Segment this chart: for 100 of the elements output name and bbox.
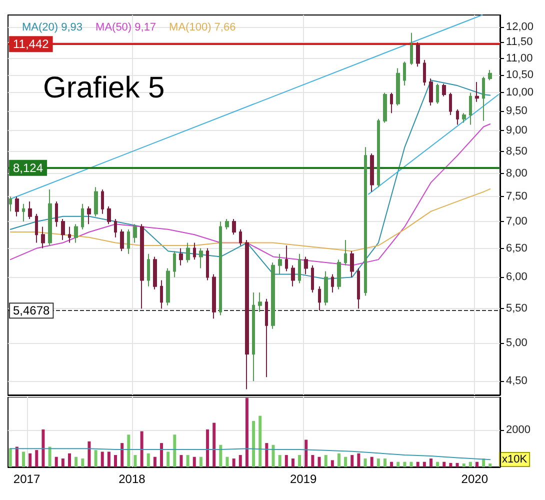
candlestick (41, 226, 45, 249)
bar (199, 456, 202, 467)
candlestick (147, 253, 150, 287)
candlestick (206, 248, 209, 281)
bar (278, 455, 282, 467)
candlestick (410, 32, 413, 66)
bar (403, 462, 406, 467)
y-tick-label: 9,00 (506, 124, 528, 137)
bar (422, 462, 426, 467)
candlestick (160, 280, 163, 310)
bar (81, 458, 84, 467)
candlestick (15, 196, 19, 217)
bar (337, 453, 340, 467)
y-tick-label: 12,00 (506, 20, 534, 33)
y-tick-label: 11,50 (506, 36, 533, 48)
candlestick (416, 42, 420, 68)
bar (68, 453, 71, 467)
y-tick-label: 7,50 (506, 190, 528, 203)
y-tick-label: 6,00 (506, 271, 528, 284)
candlestick (344, 240, 347, 266)
bar (94, 450, 98, 467)
candlestick (219, 221, 222, 316)
candlestick (212, 274, 216, 320)
candlestick (475, 82, 479, 102)
x-tick-label: 2017 (13, 472, 40, 486)
bar (252, 420, 256, 467)
bar (28, 453, 32, 467)
bar (192, 456, 196, 467)
candlestick (166, 268, 170, 306)
bar (396, 462, 400, 467)
candlestick (324, 270, 328, 306)
candlestick (186, 242, 190, 263)
bar (186, 455, 190, 467)
bar (410, 462, 413, 467)
candlestick (350, 250, 354, 278)
bar (258, 416, 262, 467)
bar (180, 455, 183, 467)
candlestick (265, 298, 268, 378)
bar (140, 431, 144, 467)
candlestick (318, 286, 321, 312)
bar (265, 443, 268, 467)
candlestick (390, 92, 393, 114)
bar (383, 458, 386, 467)
candlestick (48, 188, 52, 246)
bar (442, 462, 446, 467)
bar (35, 450, 38, 467)
candlestick (423, 59, 426, 86)
bar (232, 458, 236, 467)
bar (238, 455, 242, 467)
candlestick (107, 206, 111, 225)
candlestick (94, 186, 98, 217)
candlestick (101, 188, 104, 214)
candlestick (488, 69, 492, 81)
ref-line-label: 5,4678 (13, 304, 50, 318)
bar (488, 464, 492, 467)
bar (370, 456, 374, 467)
bar (146, 453, 150, 467)
candlestick (55, 200, 58, 228)
bar (350, 455, 354, 467)
bar (330, 460, 334, 467)
bar (219, 444, 222, 467)
candlestick (133, 224, 137, 244)
bar (166, 452, 170, 467)
candlestick (377, 118, 380, 188)
candlestick (28, 200, 32, 220)
candlestick (81, 203, 84, 230)
candlestick (331, 274, 334, 294)
bar (153, 456, 156, 467)
bar (298, 455, 302, 467)
bar (8, 448, 12, 467)
y-tick-label: 11,00 (506, 52, 533, 64)
candlestick (232, 218, 236, 236)
bar (304, 440, 308, 467)
bar (449, 462, 452, 467)
bar (456, 462, 459, 467)
candlestick (179, 248, 183, 266)
ref-line-label: 11,442 (13, 37, 50, 52)
bar (468, 462, 472, 467)
bar (88, 441, 91, 467)
bar (318, 456, 321, 467)
candlestick (114, 218, 117, 238)
bar (364, 458, 367, 467)
y-axis-title: x10K (502, 454, 528, 466)
candlestick (127, 228, 130, 254)
y-tick-label: 9,50 (506, 105, 528, 118)
y-tick-label: 8,50 (506, 145, 528, 158)
y-tick-label: 10,00 (506, 86, 534, 99)
bar (390, 462, 394, 467)
bar (15, 446, 18, 467)
bar (436, 462, 440, 467)
candlestick (199, 248, 203, 269)
candlestick (278, 253, 282, 275)
candlestick (193, 242, 196, 260)
bar (416, 462, 420, 467)
y-tick-label: 6,50 (506, 242, 528, 254)
candlestick (173, 250, 176, 278)
candlestick (370, 153, 374, 192)
x-tick-label: 2018 (118, 472, 146, 486)
candlestick (429, 78, 433, 106)
bar (173, 434, 176, 467)
